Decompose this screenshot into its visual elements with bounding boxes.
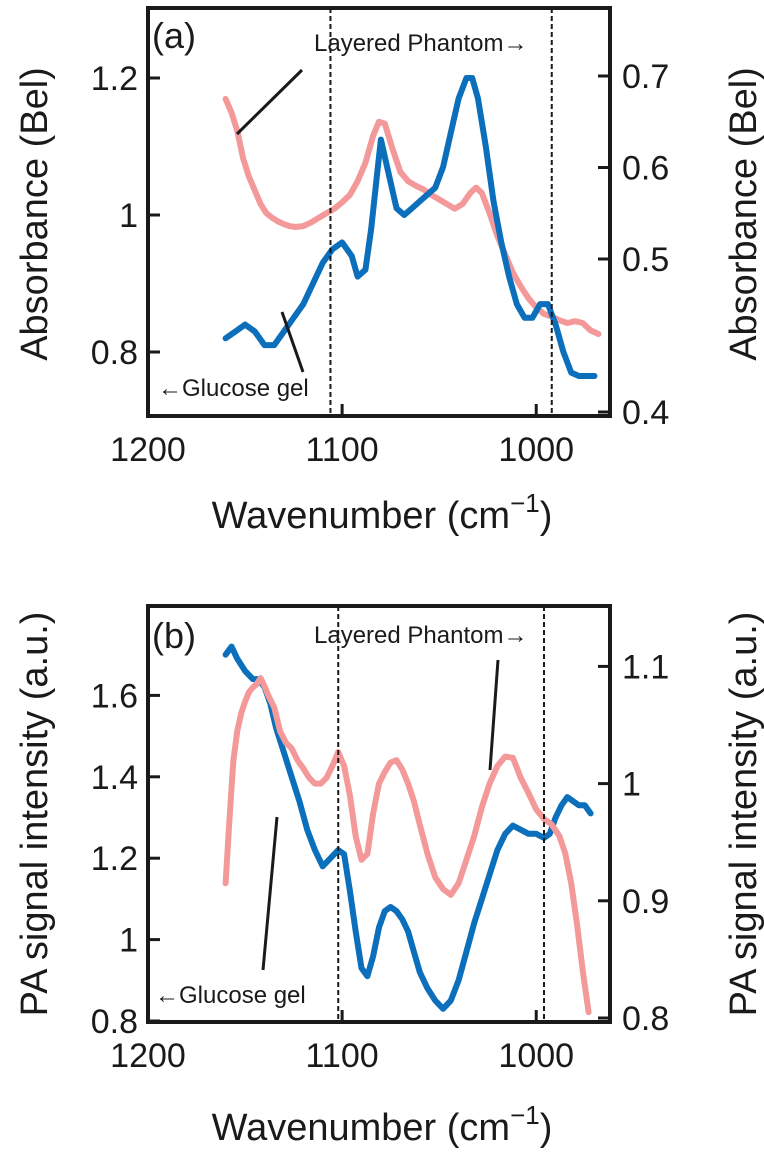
pa-xtick-label-1000: 1000 [498, 431, 574, 469]
pb-xtick-label-1200: 1200 [110, 1037, 186, 1075]
pb-series-glucose-gel-line [222, 643, 594, 1012]
pb-ytick-right-label-1.1: 1.1 [622, 648, 669, 686]
panel-b-label: (b) [152, 615, 196, 656]
panel-b-xlabel-text: Wavenumber (cm [212, 1107, 510, 1149]
panel-a-plot-lines [222, 75, 602, 379]
panel-a-chart: 1200 1100 1000 0.8 1 1.2 0.4 0.5 0.6 0.7 (a) Laye… [14, 6, 764, 537]
panel-a-label: (a) [152, 15, 196, 56]
pa-series-layered-phantom-line [222, 95, 602, 337]
pa-series-glucose-gel-line [222, 75, 598, 379]
panel-b-ticks: 1200 1100 1000 0.8 1 1.2 1.4 1.6 0.8 0.9 1 1.1 [91, 648, 670, 1075]
panel-b-phantom-annotation: Layered Phantom→ [314, 622, 527, 649]
panel-a-ylabel-right: Absorbance (Bel) [723, 67, 764, 361]
pb-ytick-left-label-0.8: 0.8 [91, 1003, 138, 1041]
panel-a-ticks: 1200 1100 1000 0.8 1 1.2 0.4 0.5 0.6 0.7 [91, 58, 670, 469]
pb-ytick-left-label-1: 1 [119, 922, 138, 960]
pa-ytick-left-label-1: 1 [119, 197, 138, 235]
pa-ytick-right-label-0.4: 0.4 [622, 394, 669, 432]
panel-a-glucose-annotation: ←Glucose gel [158, 375, 309, 402]
pb-ytick-left-label-1.6: 1.6 [91, 677, 138, 715]
panel-a-xlabel-sup: −1 [510, 488, 540, 518]
panel-a-xlabel: Wavenumber (cm−1) [212, 488, 553, 537]
panel-b-ylabel-left: PA signal intensity (a.u.) [14, 612, 56, 1017]
pa-ytick-left-label-1.2: 1.2 [91, 60, 138, 98]
panel-b-xlabel-sup: −1 [510, 1100, 540, 1130]
panel-a-phantom-pointer [235, 68, 304, 136]
pb-ytick-right-label-0.9: 0.9 [622, 883, 669, 921]
panel-b-phantom-pointer [488, 659, 500, 771]
panel-a-marker-lines [329, 8, 553, 416]
panel-b-plot-lines [222, 643, 594, 1016]
pb-ytick-right-label-1: 1 [622, 766, 641, 804]
pa-ytick-right-label-0.6: 0.6 [622, 150, 669, 188]
panel-b-marker-lines [337, 606, 545, 1022]
panel-a-ylabel-left: Absorbance (Bel) [14, 67, 56, 361]
panel-a-phantom-annotation: Layered Phantom→ [314, 30, 527, 57]
pb-ytick-left-label-1.4: 1.4 [91, 759, 138, 797]
panel-b-ylabel-right: PA signal intensity (a.u.) [723, 612, 764, 1017]
pa-xtick-label-1100: 1100 [306, 431, 379, 469]
panel-b-axes-frame [146, 604, 612, 1024]
panel-a-xlabel-close: ) [540, 495, 553, 537]
panel-b-xlabel-close: ) [540, 1107, 553, 1149]
pa-ytick-right-label-0.7: 0.7 [622, 58, 669, 96]
panel-a-xlabel-text: Wavenumber (cm [212, 495, 510, 537]
panel-b-xlabel: Wavenumber (cm−1) [212, 1100, 553, 1149]
pa-xtick-label-1200: 1200 [110, 431, 186, 469]
pa-ytick-left-label-0.8: 0.8 [91, 334, 138, 372]
panel-a-glucose-pointer [280, 311, 305, 373]
pb-ytick-left-label-1.2: 1.2 [91, 840, 138, 878]
panel-b-glucose-annotation: ←Glucose gel [155, 982, 306, 1009]
panel-b-glucose-pointer [261, 816, 279, 971]
pb-series-layered-phantom-line [222, 675, 592, 1016]
panel-a-axes-frame [146, 6, 612, 418]
pb-xtick-label-1100: 1100 [306, 1037, 379, 1075]
pb-ytick-right-label-0.8: 0.8 [622, 1000, 669, 1038]
pb-xtick-label-1000: 1000 [498, 1037, 574, 1075]
pa-ytick-right-label-0.5: 0.5 [622, 241, 669, 279]
